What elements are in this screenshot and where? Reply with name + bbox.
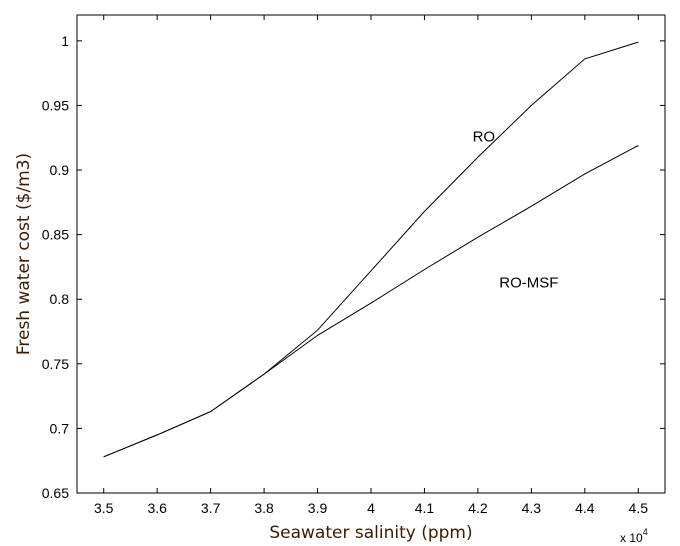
y-axis-title: Fresh water cost ($/m3) bbox=[14, 153, 34, 355]
x-axis: 3.5 3.6 3.7 3.8 3.9 4 4.1 4.2 4.3 4.4 4.5 bbox=[94, 15, 648, 516]
x-axis-multiplier: x 104 bbox=[620, 527, 648, 545]
series-label-ro: RO bbox=[473, 129, 496, 146]
y-tick-label: 1 bbox=[61, 33, 69, 49]
y-axis: 0.65 0.7 0.75 0.8 0.85 0.9 0.95 1 bbox=[42, 33, 665, 501]
x-tick-label: 3.7 bbox=[201, 500, 221, 516]
x-tick-label: 4.1 bbox=[415, 500, 435, 516]
x-tick-label: 3.8 bbox=[254, 500, 274, 516]
series-layer bbox=[103, 41, 639, 458]
multiplier-base: x 10 bbox=[620, 531, 643, 545]
y-tick-label: 0.75 bbox=[42, 356, 69, 372]
x-axis-title: Seawater salinity (ppm) bbox=[269, 523, 472, 543]
series-line-ro-msf bbox=[103, 145, 639, 458]
series-label-ro-msf: RO-MSF bbox=[499, 275, 558, 292]
y-tick-label: 0.95 bbox=[42, 97, 69, 113]
x-tick-label: 3.6 bbox=[147, 500, 167, 516]
multiplier-exponent: 4 bbox=[643, 527, 648, 537]
series-labels: RO RO-MSF bbox=[473, 129, 559, 292]
y-tick-label: 0.65 bbox=[42, 485, 69, 501]
x-tick-label: 4.5 bbox=[629, 500, 649, 516]
x-tick-label: 4.2 bbox=[468, 500, 488, 516]
x-tick-label: 4.4 bbox=[575, 500, 595, 516]
y-tick-label: 0.85 bbox=[42, 227, 69, 243]
x-tick-label: 3.9 bbox=[308, 500, 328, 516]
plot-area bbox=[76, 14, 666, 494]
y-tick-label: 0.8 bbox=[50, 291, 70, 307]
x-tick-label: 4.3 bbox=[522, 500, 542, 516]
y-tick-label: 0.7 bbox=[50, 420, 70, 436]
x-tick-label: 4 bbox=[367, 500, 375, 516]
x-tick-label: 3.5 bbox=[94, 500, 114, 516]
y-tick-label: 0.9 bbox=[50, 162, 70, 178]
